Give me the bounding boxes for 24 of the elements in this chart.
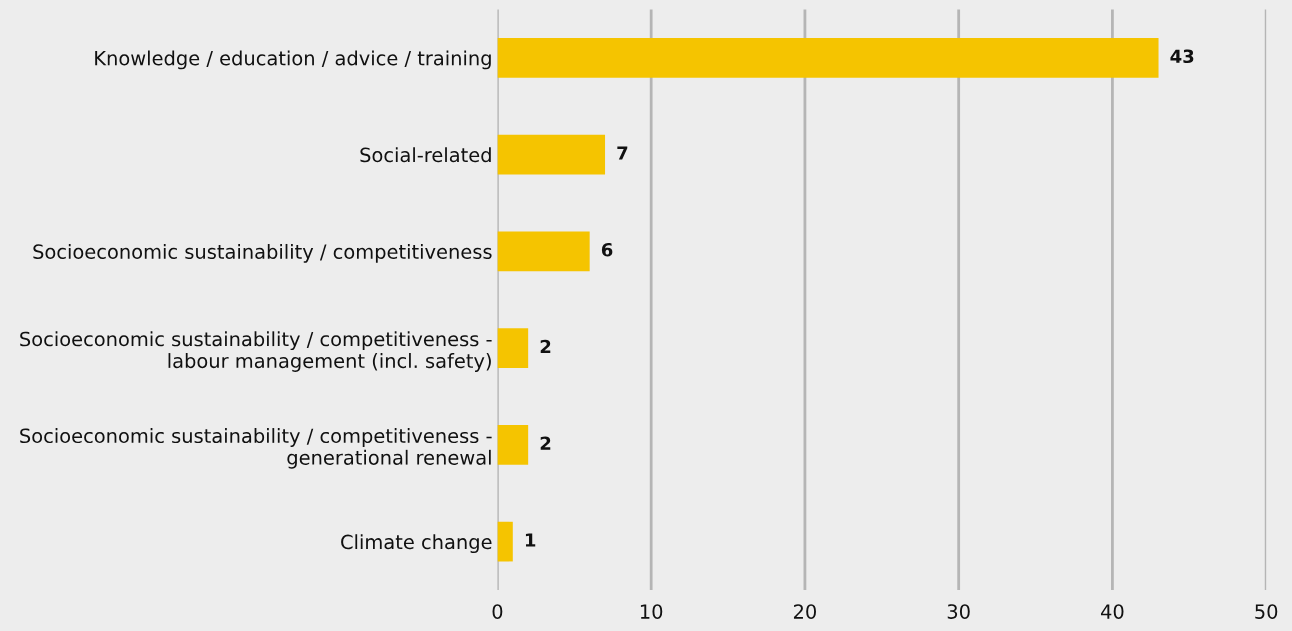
bar bbox=[497, 38, 1159, 78]
data-label: 43 bbox=[1170, 49, 1194, 64]
data-label: 6 bbox=[601, 242, 613, 257]
data-label: 2 bbox=[540, 436, 551, 450]
bar bbox=[497, 328, 529, 368]
y-tick-label: Socioeconomic sustainability / competitiveness bbox=[33, 243, 492, 263]
x-tick-label: 40 bbox=[1100, 604, 1124, 619]
y-tick-label: Social-related bbox=[360, 147, 491, 163]
y-tick-label: Climate change bbox=[341, 534, 492, 554]
x-tick-label: 30 bbox=[947, 604, 970, 619]
x-tick-label: 10 bbox=[640, 604, 663, 619]
bar bbox=[497, 134, 606, 175]
data-label: 7 bbox=[617, 146, 628, 160]
x-tick-label: 50 bbox=[1255, 604, 1278, 619]
x-tick-label: 20 bbox=[793, 604, 816, 619]
data-label: 1 bbox=[525, 533, 536, 547]
y-tick-label: Knowledge / education / advice / training bbox=[95, 50, 491, 70]
bar bbox=[497, 231, 590, 272]
bar bbox=[497, 521, 513, 562]
bar bbox=[497, 425, 529, 465]
data-label: 2 bbox=[540, 339, 551, 354]
x-tick-label: 0 bbox=[492, 604, 503, 619]
y-tick-label: Socioeconomic sustainability / competitiveness - generational renewal bbox=[20, 428, 492, 469]
y-tick-label: Socioeconomic sustainability / competitiveness - labour management (incl. safety) bbox=[20, 331, 492, 372]
